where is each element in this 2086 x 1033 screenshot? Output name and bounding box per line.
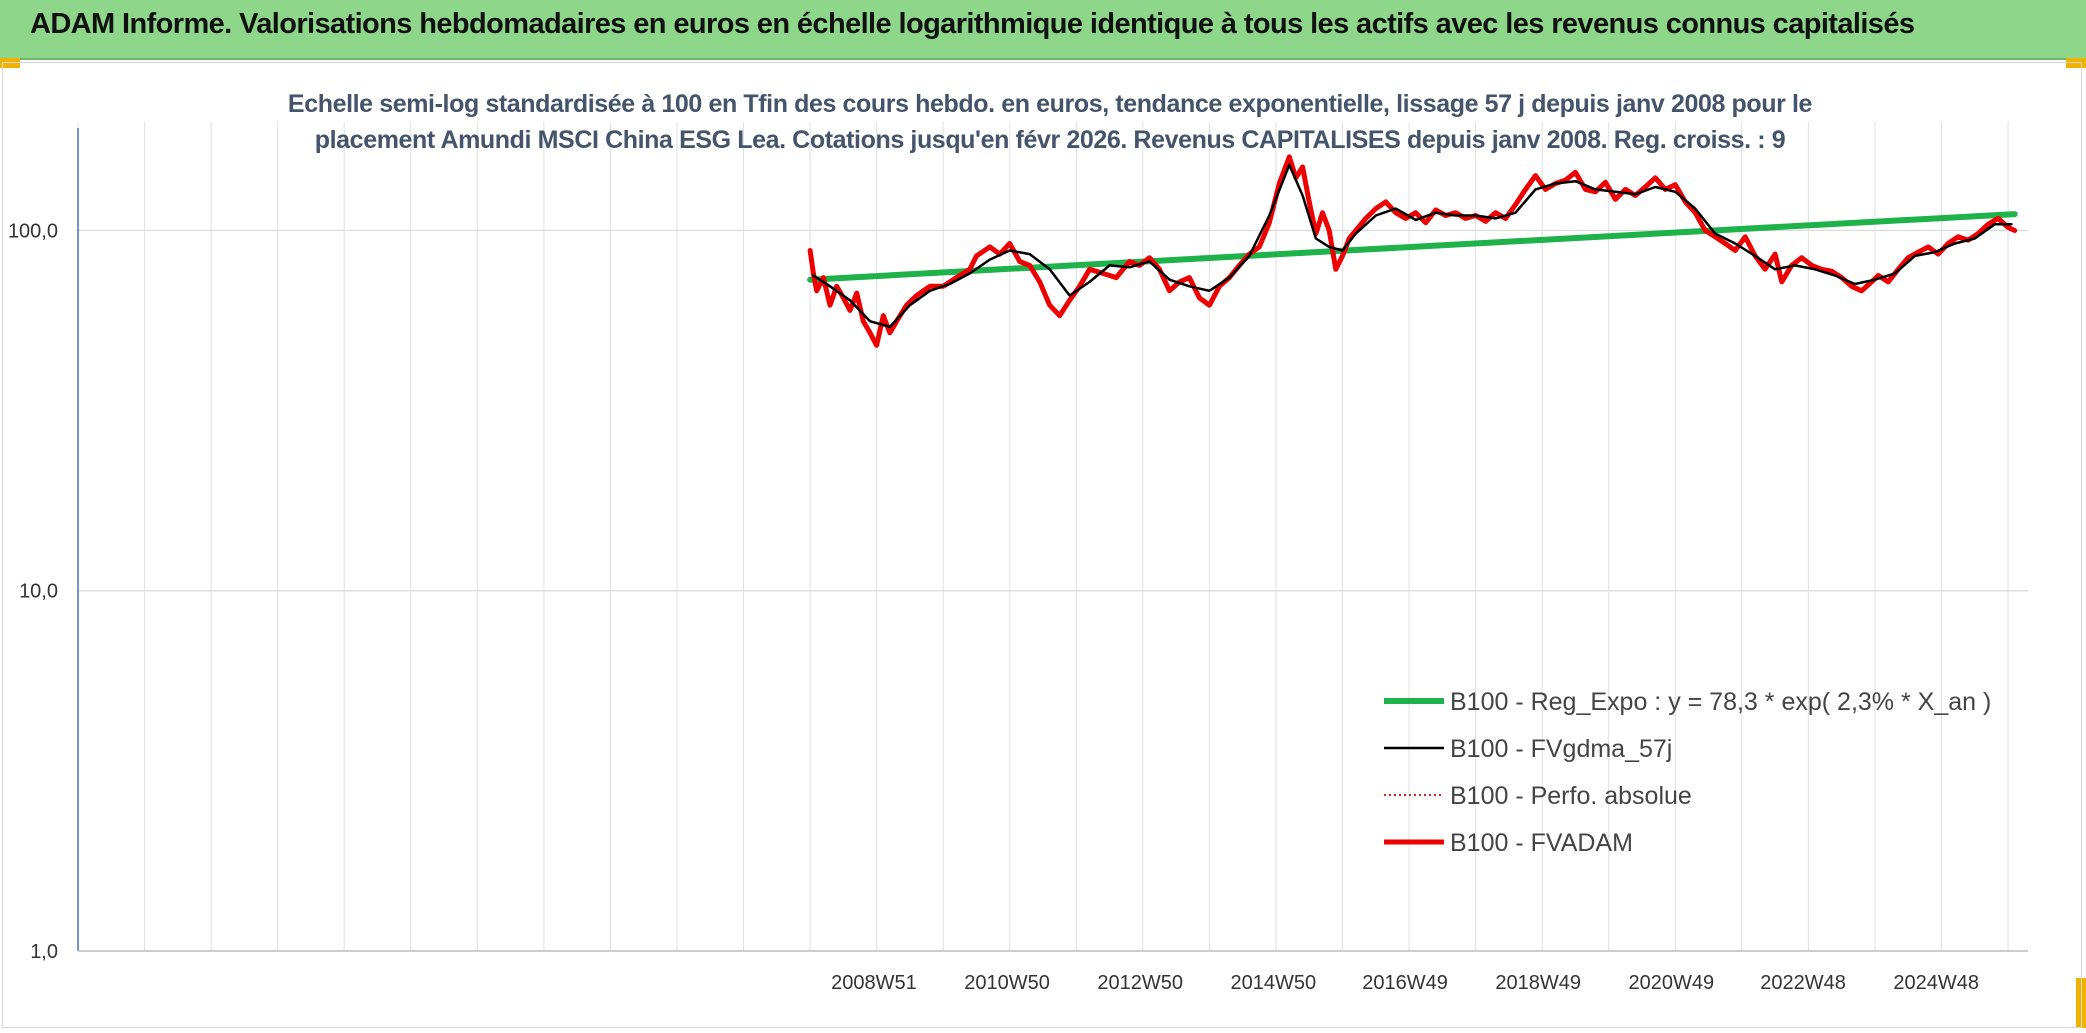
legend-label-2: B100 - Perfo. absolue bbox=[1450, 782, 1692, 810]
x-tick-label-7: 2022W48 bbox=[1760, 972, 1846, 994]
y-tick-label-0: 1,0 bbox=[30, 941, 58, 963]
chart-frame bbox=[2, 62, 2082, 1028]
report-title: ADAM Informe. Valorisations hebdomadaire… bbox=[30, 8, 1915, 40]
series-line-0 bbox=[807, 211, 2018, 283]
x-tick-label-8: 2024W48 bbox=[1893, 972, 1979, 994]
axes bbox=[77, 128, 2028, 952]
x-tick-label-2: 2012W50 bbox=[1097, 972, 1183, 994]
chart-title-line-1: Echelle semi-log standardisée à 100 en T… bbox=[287, 90, 1813, 118]
series-line-1 bbox=[812, 163, 2013, 329]
x-tick-label-4: 2016W49 bbox=[1362, 972, 1448, 994]
report-header: ADAM Informe. Valorisations hebdomadaire… bbox=[0, 0, 2086, 60]
x-tick-label-1: 2010W50 bbox=[964, 972, 1050, 994]
y-tick-label-2: 100,0 bbox=[8, 220, 58, 242]
series-lines bbox=[807, 154, 2018, 348]
y-tick-labels: 1,0 10,0 100,0 bbox=[8, 220, 58, 963]
series-line-3 bbox=[807, 154, 2018, 348]
x-tick-label-3: 2014W50 bbox=[1230, 972, 1316, 994]
x-tick-label-0: 2008W51 bbox=[831, 972, 917, 994]
legend-label-0: B100 - Reg_Expo : y = 78,3 * exp( 2,3% *… bbox=[1450, 688, 1991, 716]
legend-label-1: B100 - FVgdma_57j bbox=[1450, 735, 1672, 763]
chart-title-line-2: placement Amundi MSCI China ESG Lea. Cot… bbox=[314, 126, 1786, 154]
chart-title: Echelle semi-log standardisée à 100 en T… bbox=[200, 86, 1900, 158]
legend: B100 - Reg_Expo : y = 78,3 * exp( 2,3% *… bbox=[1384, 688, 1991, 857]
y-tick-label-1: 10,0 bbox=[19, 581, 58, 603]
legend-label-3: B100 - FVADAM bbox=[1450, 829, 1633, 857]
x-tick-labels: 2008W51 2010W50 2012W50 2014W50 2016W49 2018W… bbox=[831, 972, 1979, 994]
corner-mark-top-left bbox=[0, 58, 20, 68]
x-tick-label-5: 2018W49 bbox=[1495, 972, 1581, 994]
x-tick-label-6: 2020W49 bbox=[1628, 972, 1714, 994]
corner-mark-top-right bbox=[2066, 58, 2086, 68]
